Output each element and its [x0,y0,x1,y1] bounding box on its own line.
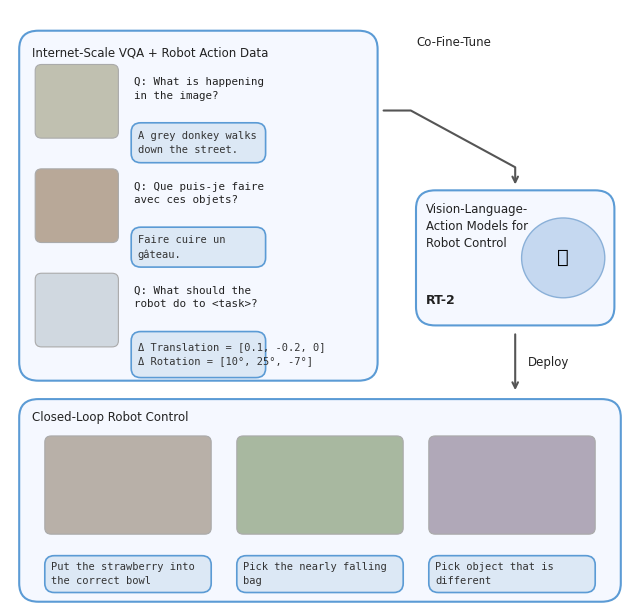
FancyBboxPatch shape [45,436,211,534]
Text: 🤖: 🤖 [557,249,569,267]
FancyBboxPatch shape [131,123,266,163]
Text: Pick the nearly falling
bag: Pick the nearly falling bag [243,562,387,586]
Text: Internet-Scale VQA + Robot Action Data: Internet-Scale VQA + Robot Action Data [32,46,268,59]
Text: Q: What is happening
in the image?: Q: What is happening in the image? [134,77,264,101]
Text: Closed-Loop Robot Control: Closed-Loop Robot Control [32,411,189,424]
FancyBboxPatch shape [131,227,266,267]
Text: Faire cuire un
gâteau.: Faire cuire un gâteau. [138,235,225,260]
FancyBboxPatch shape [237,436,403,534]
Text: Put the strawberry into
the correct bowl: Put the strawberry into the correct bowl [51,562,195,586]
Text: Δ Translation = [0.1, -0.2, 0]
Δ Rotation = [10°, 25°, -7°]: Δ Translation = [0.1, -0.2, 0] Δ Rotatio… [138,343,325,367]
Text: Pick object that is
different: Pick object that is different [435,562,554,586]
FancyBboxPatch shape [45,556,211,593]
Circle shape [522,218,605,298]
Text: Q: Que puis-je faire
avec ces objets?: Q: Que puis-je faire avec ces objets? [134,182,264,205]
FancyBboxPatch shape [131,332,266,378]
Text: Q: What should the
robot do to <task>?: Q: What should the robot do to <task>? [134,286,258,309]
FancyBboxPatch shape [19,31,378,381]
Text: Deploy: Deploy [528,356,570,369]
FancyBboxPatch shape [35,169,118,243]
FancyBboxPatch shape [35,273,118,347]
FancyBboxPatch shape [429,556,595,593]
Text: A grey donkey walks
down the street.: A grey donkey walks down the street. [138,131,257,155]
FancyBboxPatch shape [429,436,595,534]
Text: Vision-Language-
Action Models for
Robot Control: Vision-Language- Action Models for Robot… [426,203,528,250]
FancyBboxPatch shape [35,64,118,138]
FancyBboxPatch shape [416,190,614,325]
Text: Co-Fine-Tune: Co-Fine-Tune [416,36,491,50]
FancyBboxPatch shape [237,556,403,593]
FancyBboxPatch shape [19,399,621,602]
Text: RT-2: RT-2 [426,294,455,307]
